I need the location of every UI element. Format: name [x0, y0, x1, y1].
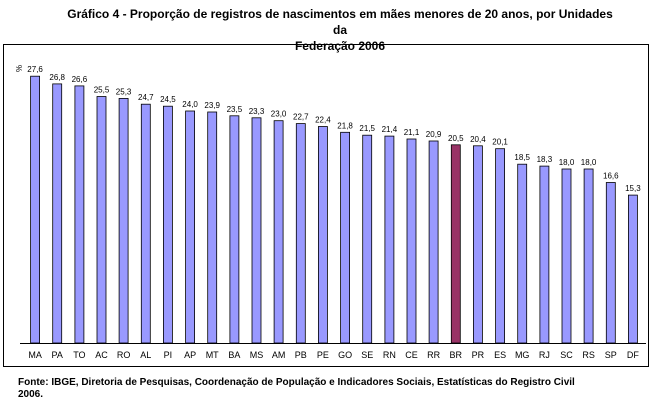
- category-label-pe: PE: [317, 350, 329, 360]
- category-label-es: ES: [494, 350, 506, 360]
- category-label-pb: PB: [295, 350, 307, 360]
- bar-am: [273, 120, 284, 344]
- value-label-sc: 18,0: [559, 158, 575, 167]
- value-label-ce: 21,1: [404, 128, 420, 137]
- bar-ac: [96, 96, 107, 344]
- value-label-df: 15,3: [625, 184, 641, 193]
- bar-se: [362, 134, 373, 344]
- value-label-al: 24,7: [138, 93, 154, 102]
- category-label-ms: MS: [250, 350, 264, 360]
- category-label-se: SE: [361, 350, 373, 360]
- value-label-ro: 25,3: [116, 87, 132, 96]
- bar-pb: [295, 123, 306, 344]
- category-label-sp: SP: [605, 350, 617, 360]
- value-label-mt: 23,9: [204, 101, 220, 110]
- source-note: Fonte: IBGE, Diretoria de Pesquisas, Coo…: [18, 377, 638, 401]
- value-label-ma: 27,6: [27, 65, 43, 74]
- value-label-pb: 22,7: [293, 113, 309, 122]
- category-labels-group: MA PA TO AC RO AL PI AP MT BA MS AM PB PE GO SE RN CE RR BR…: [28, 350, 639, 360]
- chart-title: Gráfico 4 - Proporção de registros de na…: [60, 6, 620, 54]
- value-label-rj: 18,3: [537, 155, 553, 164]
- bar-pr: [472, 145, 483, 344]
- category-label-rs: RS: [582, 350, 595, 360]
- category-label-ac: AC: [95, 350, 108, 360]
- category-label-mg: MG: [515, 350, 530, 360]
- category-label-ap: AP: [184, 350, 196, 360]
- value-label-go: 21,8: [337, 121, 353, 130]
- bar-sp: [605, 182, 616, 344]
- value-label-pr: 20,4: [470, 135, 486, 144]
- bar-mg: [517, 163, 528, 344]
- chart-frame: % 27,6 26,8 26,6 25,5 25,3 24,7 24,5 24,0 23,9 23…: [3, 44, 649, 367]
- category-label-pa: PA: [52, 350, 63, 360]
- value-label-to: 26,6: [72, 75, 88, 84]
- bar-rj: [539, 165, 550, 344]
- category-label-df: DF: [627, 350, 639, 360]
- category-label-ma: MA: [28, 350, 42, 360]
- category-label-pr: PR: [472, 350, 485, 360]
- category-label-ba: BA: [228, 350, 240, 360]
- category-label-ce: CE: [405, 350, 418, 360]
- source-line-1: Fonte: IBGE, Diretoria de Pesquisas, Coo…: [18, 377, 575, 388]
- bar-sc: [561, 168, 572, 344]
- bar-pi: [162, 105, 173, 344]
- value-label-ba: 23,5: [227, 105, 243, 114]
- category-label-mt: MT: [206, 350, 219, 360]
- value-label-rs: 18,0: [581, 158, 597, 167]
- value-label-am: 23,0: [271, 110, 287, 119]
- bars-group: 27,6 26,8 26,6 25,5 25,3 24,7 24,5 24,0 23,9 23,5…: [27, 65, 641, 344]
- bar-ro: [118, 98, 129, 344]
- category-label-pi: PI: [164, 350, 173, 360]
- value-label-ac: 25,5: [94, 86, 110, 95]
- category-label-al: AL: [140, 350, 151, 360]
- bar-ba: [229, 115, 240, 344]
- value-label-pe: 22,4: [315, 116, 331, 125]
- value-label-pa: 26,8: [49, 73, 65, 82]
- source-line-2: 2006.: [18, 389, 44, 400]
- category-label-go: GO: [338, 350, 352, 360]
- value-label-sp: 16,6: [603, 172, 619, 181]
- value-label-pi: 24,5: [160, 95, 176, 104]
- bar-ma: [30, 75, 41, 344]
- bar-to: [74, 85, 85, 344]
- bar-chart: % 27,6 26,8 26,6 25,5 25,3 24,7 24,5 24,0 23,9 23…: [14, 65, 646, 360]
- bar-rr: [428, 140, 439, 344]
- value-label-rr: 20,9: [426, 130, 442, 139]
- bar-rn: [384, 135, 395, 344]
- category-label-am: AM: [272, 350, 286, 360]
- chart-title-line-2: Federação 2006: [294, 39, 386, 53]
- category-label-sc: SC: [560, 350, 573, 360]
- bar-ap: [185, 110, 196, 344]
- bar-pe: [317, 126, 328, 344]
- value-label-mg: 18,5: [514, 153, 530, 162]
- bar-ms: [251, 117, 262, 344]
- bar-ce: [406, 138, 417, 344]
- bar-mt: [207, 111, 218, 344]
- bar-al: [140, 103, 151, 344]
- value-label-se: 21,5: [359, 124, 375, 133]
- category-label-rj: RJ: [539, 350, 550, 360]
- category-label-br: BR: [450, 350, 463, 360]
- category-label-to: TO: [73, 350, 85, 360]
- value-label-rn: 21,4: [382, 125, 398, 134]
- bar-go: [340, 131, 351, 344]
- value-label-ap: 24,0: [182, 100, 198, 109]
- category-label-rr: RR: [427, 350, 440, 360]
- value-label-br: 20,5: [448, 134, 464, 143]
- chart-title-line-1: Gráfico 4 - Proporção de registros de na…: [67, 7, 613, 37]
- category-label-rn: RN: [383, 350, 396, 360]
- value-label-es: 20,1: [492, 138, 508, 147]
- bar-br: [450, 144, 461, 344]
- bar-pa: [52, 83, 63, 344]
- bar-es: [495, 148, 506, 344]
- y-axis-unit-label: %: [14, 65, 23, 72]
- bar-rs: [583, 168, 594, 344]
- bar-df: [628, 194, 638, 344]
- value-label-ms: 23,3: [249, 107, 265, 116]
- category-label-ro: RO: [117, 350, 131, 360]
